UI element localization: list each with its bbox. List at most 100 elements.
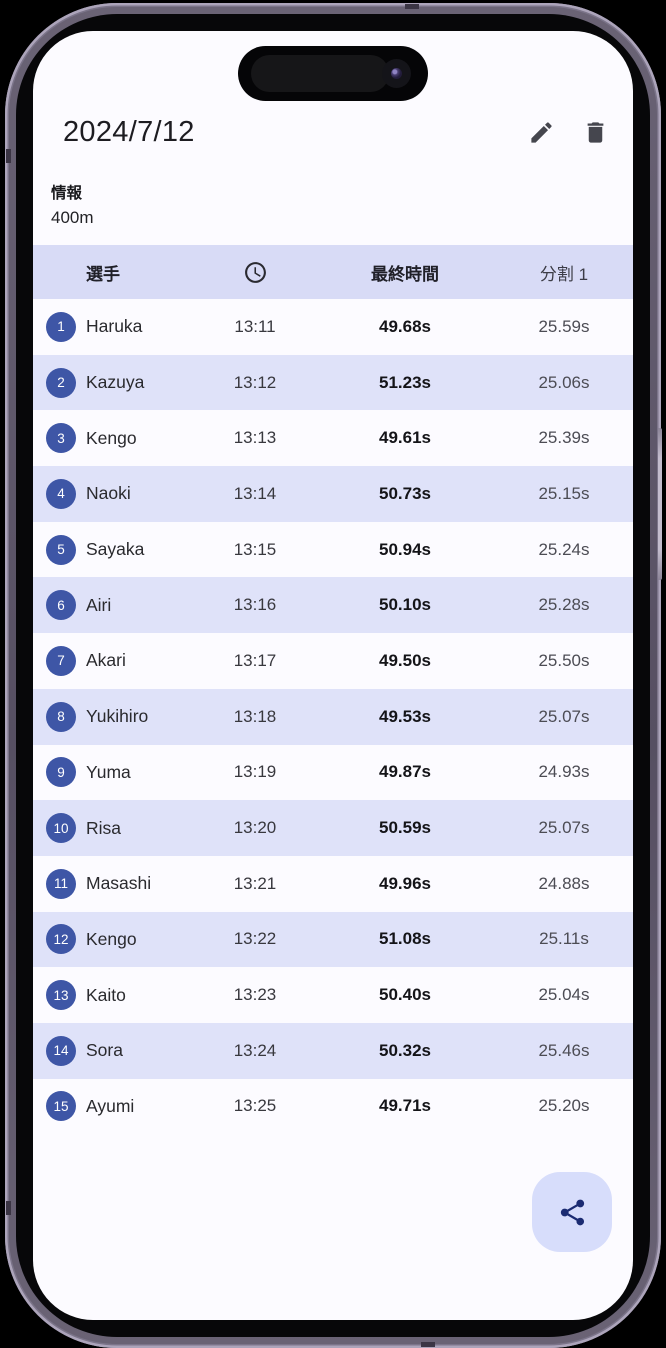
timestamp: 13:12 xyxy=(233,372,277,392)
column-final-time: 最終時間 xyxy=(371,264,439,284)
delete-button[interactable] xyxy=(575,112,615,152)
player-cell: 4 Naoki xyxy=(33,478,205,509)
timestamp: 13:17 xyxy=(233,650,277,670)
rank-badge: 12 xyxy=(46,924,76,955)
final-time: 49.61s xyxy=(379,428,431,448)
final-time: 49.50s xyxy=(379,650,431,670)
title-actions xyxy=(521,112,615,152)
table-row[interactable]: 13 Kaito 13:23 50.40s 25.04s xyxy=(33,967,633,1023)
timestamp: 13:15 xyxy=(233,539,277,559)
rank-badge: 11 xyxy=(46,868,76,899)
rank-badge: 15 xyxy=(46,1091,76,1122)
final-time: 49.53s xyxy=(379,706,431,726)
rank-badge: 3 xyxy=(46,423,76,454)
info-section: 情報 400m xyxy=(33,183,633,231)
antenna-line xyxy=(6,1201,11,1215)
timestamp: 13:13 xyxy=(233,428,277,448)
final-time: 50.10s xyxy=(379,595,431,615)
speaker-cutout xyxy=(251,55,389,92)
final-time: 49.71s xyxy=(379,1096,431,1116)
player-cell: 5 Sayaka xyxy=(33,534,205,565)
player-name: Kaito xyxy=(86,984,126,1005)
final-time: 49.68s xyxy=(379,316,431,336)
final-time: 50.94s xyxy=(379,539,431,559)
timestamp: 13:22 xyxy=(233,929,277,949)
results-table: 選手 最終時間 分割 1 1 Haruka 13:11 xyxy=(33,245,633,1135)
player-cell: 14 Sora xyxy=(33,1035,205,1066)
player-name: Kengo xyxy=(86,427,137,448)
antenna-line xyxy=(421,1342,435,1347)
final-time: 50.73s xyxy=(379,483,431,503)
share-button[interactable] xyxy=(532,1172,612,1252)
column-split-1: 分割 1 xyxy=(539,264,589,284)
player-cell: 1 Haruka xyxy=(33,311,205,342)
camera-lens xyxy=(391,68,402,79)
split-time: 25.11s xyxy=(539,929,589,949)
final-time: 50.40s xyxy=(379,985,431,1005)
split-time: 25.46s xyxy=(538,1040,590,1060)
table-row[interactable]: 4 Naoki 13:14 50.73s 25.15s xyxy=(33,466,633,522)
split-time: 25.07s xyxy=(538,706,590,726)
split-time: 25.28s xyxy=(538,595,590,615)
player-name: Airi xyxy=(86,594,112,615)
table-row[interactable]: 1 Haruka 13:11 49.68s 25.59s xyxy=(33,299,633,355)
final-time: 49.87s xyxy=(379,762,431,782)
rank-badge: 1 xyxy=(46,311,76,342)
player-cell: 11 Masashi xyxy=(33,868,205,899)
rank-badge: 2 xyxy=(46,367,76,398)
table-row[interactable]: 3 Kengo 13:13 49.61s 25.39s xyxy=(33,410,633,467)
rank-badge: 6 xyxy=(46,590,76,621)
split-time: 25.06s xyxy=(538,372,590,392)
edit-button[interactable] xyxy=(521,112,561,152)
split-time: 25.20s xyxy=(538,1096,590,1116)
table-row[interactable]: 9 Yuma 13:19 49.87s 24.93s xyxy=(33,744,633,801)
table-row[interactable]: 8 Yukihiro 13:18 49.53s 25.07s xyxy=(33,688,633,745)
rank-badge: 5 xyxy=(46,534,76,565)
table-row[interactable]: 12 Kengo 13:22 51.08s 25.11s xyxy=(33,911,633,968)
final-time: 50.32s xyxy=(379,1040,431,1060)
clock-icon xyxy=(244,261,266,283)
player-cell: 13 Kaito xyxy=(33,980,205,1011)
table-body: 1 Haruka 13:11 49.68s 25.59s 2 Kazuya 13… xyxy=(33,299,633,1135)
timestamp: 13:19 xyxy=(233,762,277,782)
table-row[interactable]: 6 Airi 13:16 50.10s 25.28s xyxy=(33,577,633,634)
column-player: 選手 xyxy=(86,264,120,284)
split-time: 25.39s xyxy=(538,428,590,448)
player-name: Kengo xyxy=(86,928,137,949)
final-time: 49.96s xyxy=(379,873,431,893)
table-row[interactable]: 5 Sayaka 13:15 50.94s 25.24s xyxy=(33,521,633,578)
player-name: Haruka xyxy=(86,316,143,337)
player-cell: 6 Airi xyxy=(33,590,205,621)
split-time: 24.88s xyxy=(538,873,590,893)
table-row[interactable]: 11 Masashi 13:21 49.96s 24.88s xyxy=(33,855,633,912)
rank-badge: 8 xyxy=(46,701,76,732)
player-cell: 15 Ayumi xyxy=(33,1091,205,1122)
timestamp: 13:25 xyxy=(233,1096,277,1116)
timestamp: 13:14 xyxy=(233,483,277,503)
timestamp: 13:23 xyxy=(233,985,277,1005)
table-row[interactable]: 2 Kazuya 13:12 51.23s 25.06s xyxy=(33,354,633,411)
table-row[interactable]: 15 Ayumi 13:25 49.71s 25.20s xyxy=(33,1078,633,1135)
player-name: Risa xyxy=(86,817,122,838)
player-name: Sayaka xyxy=(86,539,145,560)
table-row[interactable]: 10 Risa 13:20 50.59s 25.07s xyxy=(33,800,633,856)
final-time: 51.08s xyxy=(379,929,431,949)
player-name: Sora xyxy=(86,1040,123,1061)
pencil-icon xyxy=(530,121,552,143)
rank-badge: 4 xyxy=(46,478,76,509)
front-camera xyxy=(382,59,411,88)
player-name: Akari xyxy=(86,650,126,671)
distance-value: 400m xyxy=(51,208,94,227)
table-row[interactable]: 7 Akari 13:17 49.50s 25.50s xyxy=(33,633,633,689)
timestamp: 13:11 xyxy=(234,316,276,336)
table-row[interactable]: 14 Sora 13:24 50.32s 25.46s xyxy=(33,1022,633,1079)
date-title: 2024/7/12 xyxy=(63,115,195,148)
dynamic-island xyxy=(238,46,428,101)
phone-frame: 2024/7/12 情報 400m xyxy=(5,3,662,1348)
phone-screen: 2024/7/12 情報 400m xyxy=(33,31,633,1320)
player-name: Kazuya xyxy=(86,372,145,393)
player-name: Yuma xyxy=(86,761,131,782)
player-name: Ayumi xyxy=(86,1095,135,1116)
power-button xyxy=(658,428,662,580)
